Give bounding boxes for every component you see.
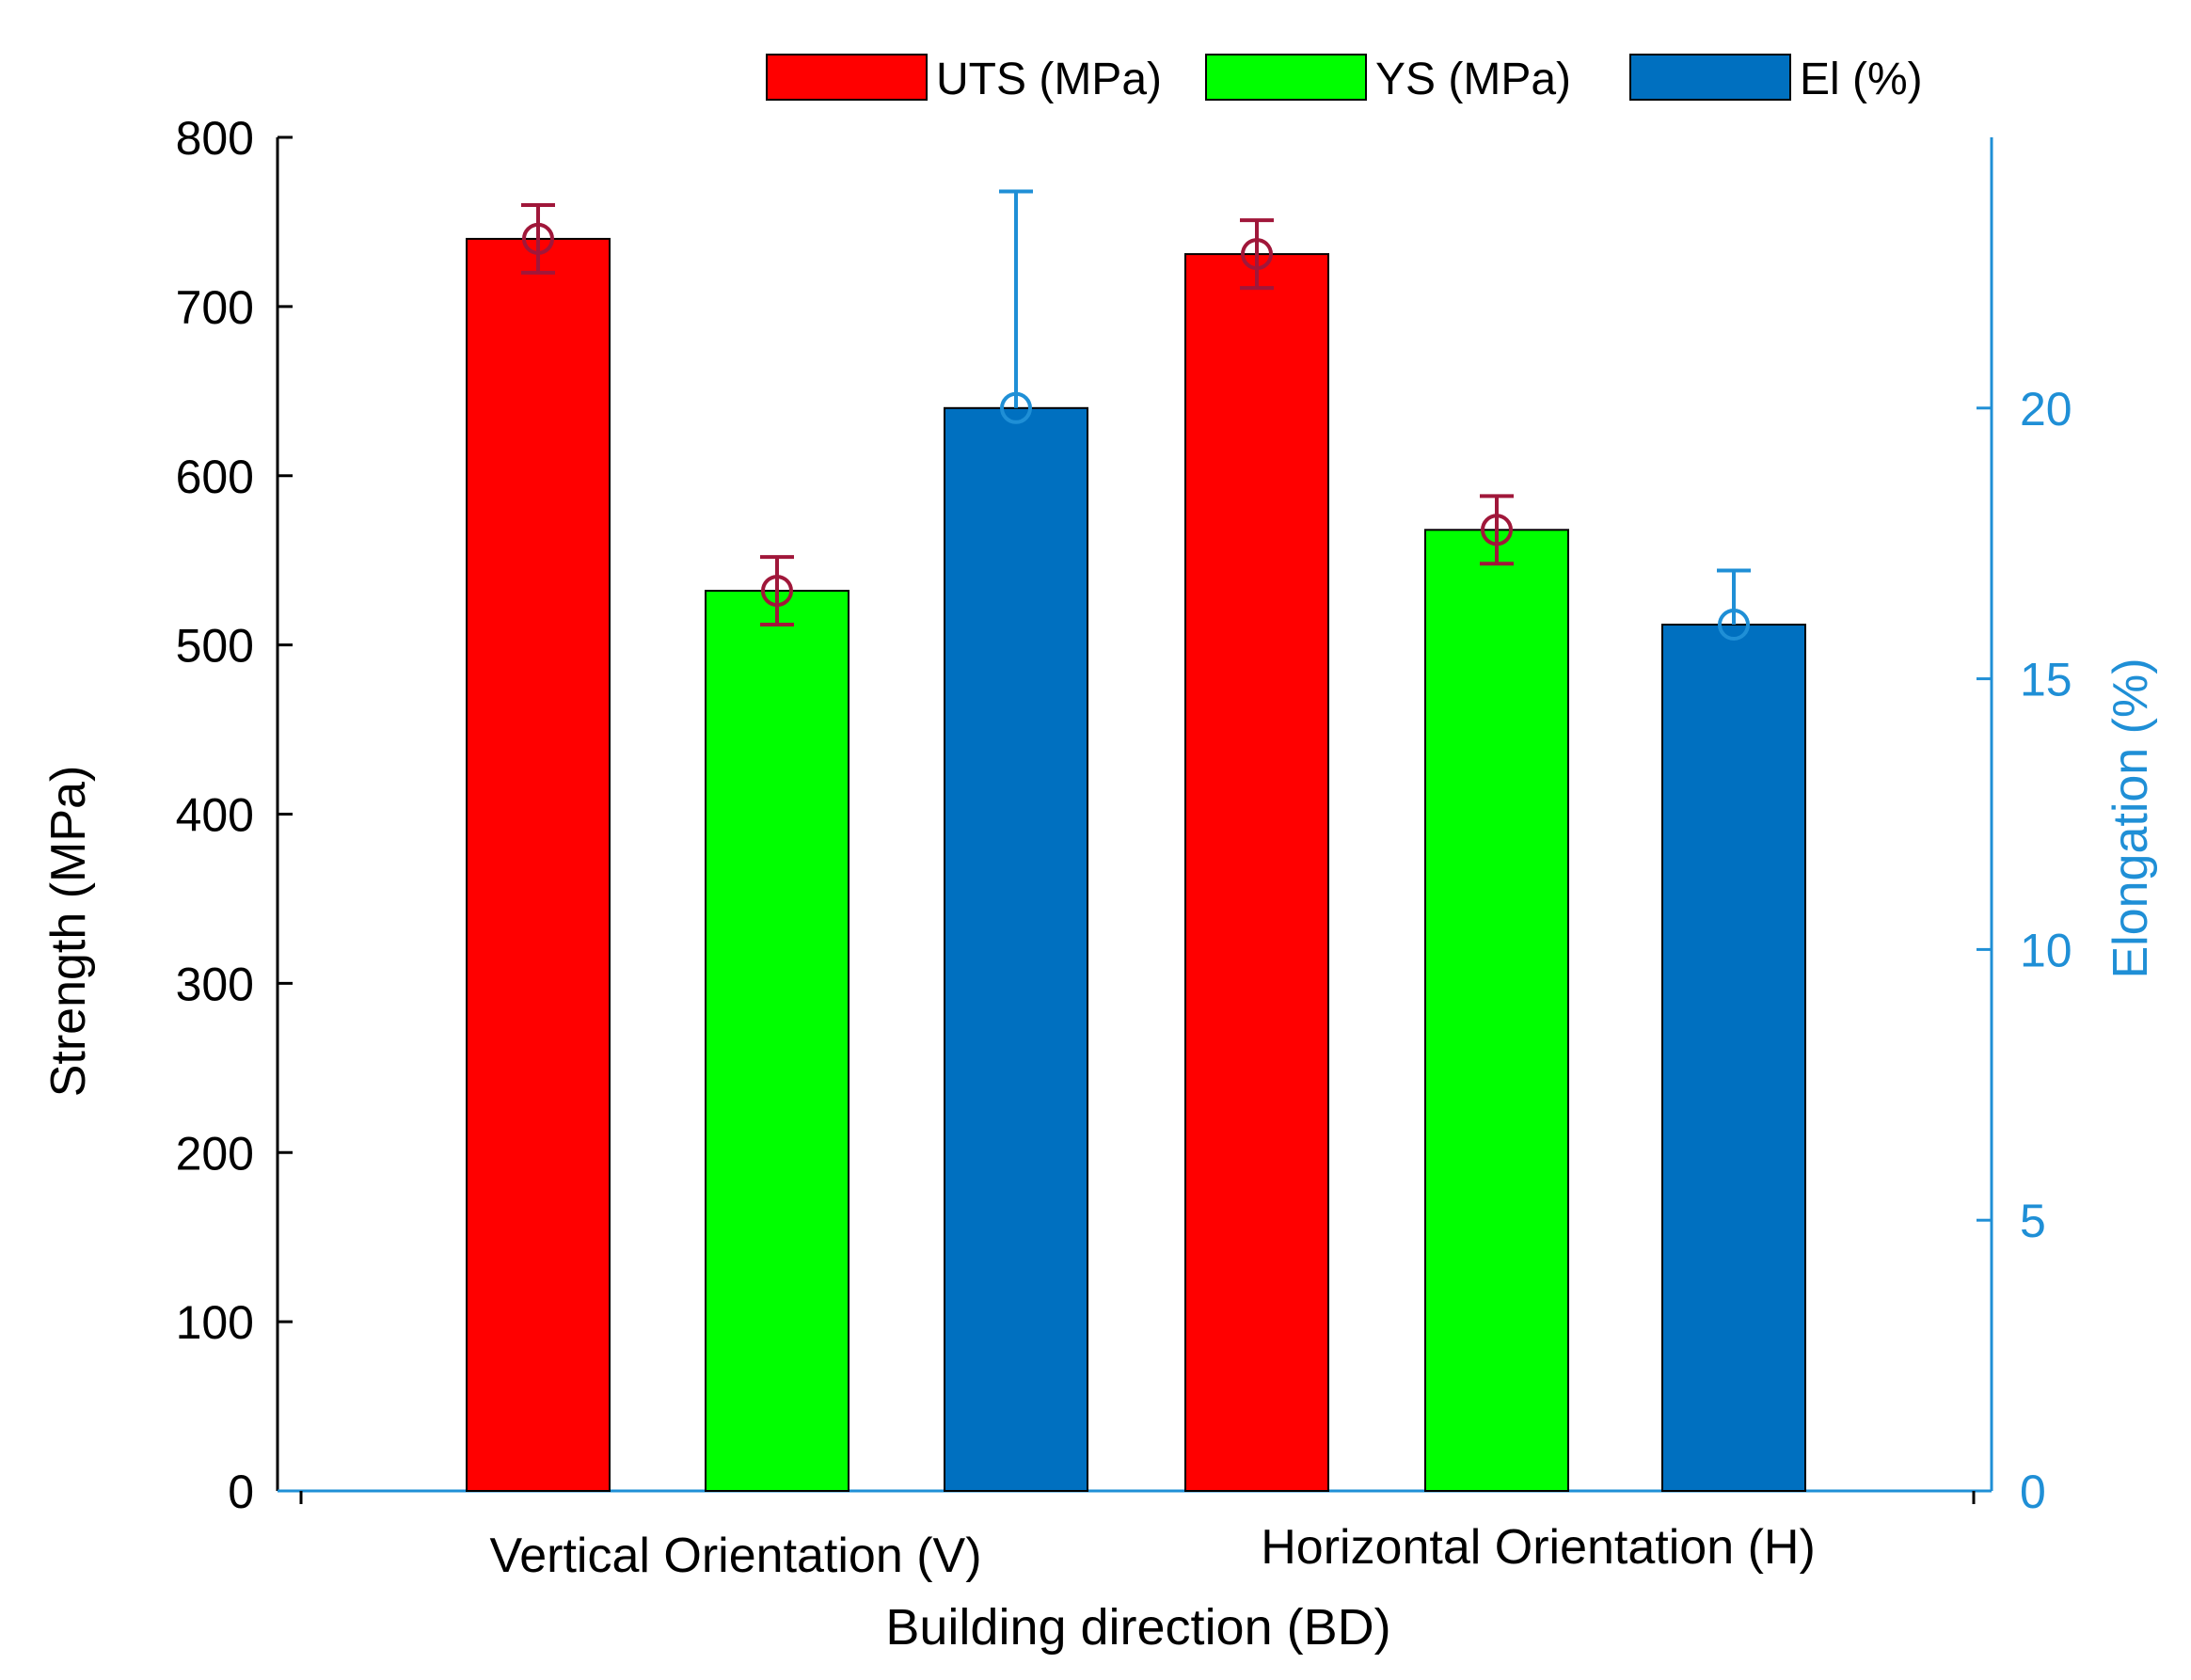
mean-marker (1241, 238, 1273, 271)
y2-tick-label: 20 (2020, 383, 2072, 436)
y2-tick-label: 5 (2020, 1195, 2046, 1247)
y-tick-label: 300 (176, 958, 254, 1010)
mean-marker (522, 222, 554, 255)
legend-label: El (%) (1800, 55, 1923, 104)
mean-marker (761, 575, 793, 608)
y-tick-label: 500 (176, 620, 254, 673)
y-tick-label: 700 (176, 281, 254, 334)
bar (944, 406, 1088, 1492)
x-tick-label: Horizontal Orientation (H) (1261, 1520, 1816, 1575)
x-tick-label: Vertical Orientation (V) (489, 1529, 981, 1583)
error-bars-layer (521, 189, 1751, 642)
bar (1424, 529, 1569, 1492)
y-tick-label: 0 (228, 1466, 254, 1518)
mean-marker (1481, 514, 1513, 547)
y-tick-label: 600 (176, 451, 254, 503)
bar (1661, 624, 1806, 1492)
y-tick-label: 200 (176, 1127, 254, 1180)
legend-swatch (766, 54, 928, 101)
bar (1184, 253, 1329, 1492)
mean-marker (1718, 609, 1750, 642)
y2-axis-title: Elongation (%) (2104, 658, 2158, 978)
legend-swatch (1629, 54, 1791, 101)
y-axis-title: Strength (MPa) (41, 766, 96, 1098)
y-tick-label: 100 (176, 1296, 254, 1349)
bar (466, 237, 611, 1492)
mean-marker (1000, 391, 1032, 424)
legend: UTS (MPa) YS (MPa) El (%) (766, 54, 1923, 104)
legend-label: YS (MPa) (1375, 55, 1571, 104)
y2-tick-label: 0 (2020, 1466, 2046, 1518)
y2-tick-label: 15 (2020, 654, 2072, 706)
x-axis-title: Building direction (BD) (885, 1599, 1390, 1656)
bar (705, 590, 849, 1492)
legend-swatch (1205, 54, 1367, 101)
y2-tick-label: 10 (2020, 924, 2072, 976)
axes-layer: 0 100 200 300 400 500 600 700 800 0 5 10 15 20 Vertica… (176, 112, 2072, 1583)
bars-layer (466, 237, 1806, 1492)
y-tick-label: 800 (176, 112, 254, 165)
legend-label: UTS (MPa) (936, 55, 1162, 104)
y-tick-label: 400 (176, 789, 254, 842)
